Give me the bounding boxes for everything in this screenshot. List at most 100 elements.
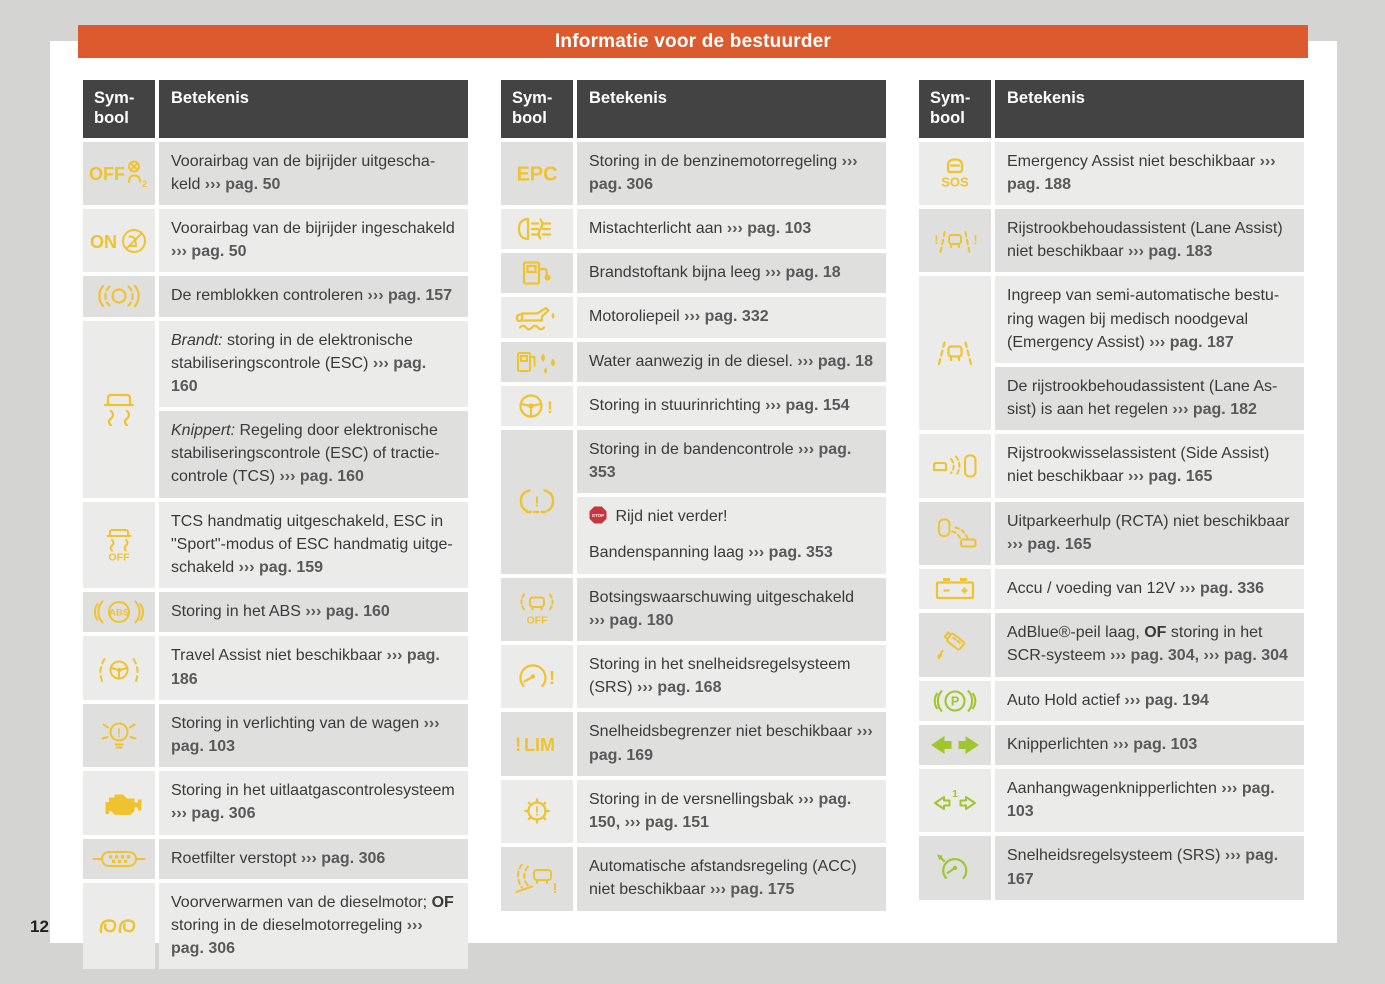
table-row: Water aanwezig in de diesel. ››› pag. 18 [501, 341, 886, 382]
text-italic: Knippert: [171, 422, 236, 440]
text-bold: OF [1144, 624, 1167, 642]
meaning-cell: AdBlue®-peil laag, OF storing in het SCR… [995, 613, 1304, 677]
meaning-cell: Snelheidsbegrenzer niet beschikbaar ››› … [577, 712, 886, 776]
rcta-icon [932, 518, 978, 548]
svg-text:1: 1 [952, 789, 958, 800]
airbag-on-icon: ON [90, 227, 148, 255]
meaning-cell: Rijstrookwisselassistent (Side Assist) n… [995, 434, 1304, 498]
svg-text:P: P [951, 694, 959, 708]
cruise-fault-icon: ! [515, 663, 559, 691]
water-in-fuel-icon [514, 348, 560, 376]
svg-text:OFF: OFF [527, 615, 549, 626]
text: Accu / voeding van 12V [1007, 580, 1180, 598]
steering-icon: ! [516, 393, 558, 419]
trailer-signals-icon: 1 [932, 788, 978, 814]
meaning-cell: Botsingswaarschuwing uitgeschakeld ››› p… [577, 577, 886, 642]
svg-text:2: 2 [142, 179, 147, 188]
auto-hold-icon: P [932, 688, 978, 714]
text: Mistachterlicht aan [589, 219, 727, 237]
symbol-cell [501, 253, 573, 294]
meaning-cell: Aanhangwagenknipperlichten ››› pag. 103 [995, 768, 1304, 833]
text-bold: OF [431, 893, 454, 911]
text: De remblokken controleren [171, 287, 368, 305]
symbol-cell: OFF 2 [83, 141, 155, 205]
text: Uitparkeerhulp (RCTA) niet beschikbaar [1007, 512, 1290, 530]
page-reference: ››› pag. 18 [797, 352, 873, 370]
text: Botsingswaarschuwing uitgeschakeld [589, 588, 855, 606]
symbol-cell [83, 276, 155, 317]
page-reference: ››› pag. 18 [765, 264, 841, 282]
page-reference: ››› pag. 306 [171, 805, 256, 823]
table-row: De remblokken controleren ››› pag. 157 [83, 276, 468, 317]
meaning-cell: Brandstoftank bijna leeg ››› pag. 18 [577, 253, 886, 294]
text: Knipperlichten [1007, 735, 1113, 753]
stop-icon: STOP [589, 505, 607, 528]
symbol-cell [919, 613, 991, 677]
text: Water aanwezig in de diesel. [589, 352, 798, 370]
meaning-cell: Storing in het uitlaatgascontrolesys­tee… [159, 771, 468, 835]
text: Auto Hold actief [1007, 691, 1125, 709]
meaning-cell: Knipperlichten ››› pag. 103 [995, 724, 1304, 765]
symbol-cell [501, 208, 573, 250]
text: Motoroliepeil [589, 308, 685, 326]
svg-text:!: ! [553, 880, 558, 894]
symbol-cell: ! [501, 429, 573, 574]
svg-text:!: ! [974, 233, 978, 247]
meaning-cell: Storing in het snelheidsregelsysteem (SR… [577, 645, 886, 709]
text: Rijd niet verder! [611, 508, 728, 526]
lim-icon: ! LIM [513, 731, 561, 757]
symbol-cell [919, 569, 991, 610]
page-reference: ››› pag. 175 [709, 881, 795, 899]
table-row: Roetfilter verstopt ››› pag. 306 [83, 838, 468, 879]
table-row: Travel Assist niet beschikbaar ››› pag. … [83, 636, 468, 700]
text: Voorverwarmen van de dieselmotor; [171, 893, 432, 911]
rear-fog-icon [516, 216, 558, 242]
table-row: ON Voorairbag van de bijrijder ingescha­k… [83, 208, 468, 273]
meaning-cell: Brandt: storing in de elektronische stab… [159, 320, 468, 408]
symbol-cell: ON [83, 208, 155, 273]
page-reference: ››› pag. 336 [1179, 580, 1265, 598]
collision-off-icon: OFF [515, 593, 559, 625]
meaning-cell: Storing in de bandencontrole ››› pag. 35… [577, 429, 886, 494]
text: Storing in het snelheidsregelsysteem (SR… [589, 656, 851, 697]
table-row: ABS Storing in het ABS ››› pag. 160 [83, 592, 468, 633]
svg-text:!: ! [535, 805, 539, 819]
meaning-cell: Motoroliepeil ››› pag. 332 [577, 297, 886, 338]
svg-text:!: ! [547, 398, 553, 417]
meaning-cell: De rijstrookbehoudassistent (Lane As­sis… [995, 366, 1304, 431]
symbol-cell [501, 341, 573, 382]
table-row: Ingreep van semi-automatische bestu­ring… [919, 276, 1304, 431]
svg-text:ABS: ABS [109, 608, 129, 619]
page-reference: ››› pag. 150, [589, 790, 852, 831]
table-row: OFF TCS handmatig uitgeschakeld, ESC in "… [83, 501, 468, 589]
symbol-cell [83, 636, 155, 700]
symbol-cell: SOS [919, 141, 991, 205]
light-fault-icon: ! [100, 720, 138, 750]
turn-signals-icon [929, 734, 981, 756]
page-reference: ››› pag. 306 [300, 849, 386, 867]
table-row: EPC Storing in de benzinemotorregeling ››… [501, 141, 886, 205]
page-reference: ››› pag. 154 [765, 396, 850, 414]
table-row: ! LIM Snelheidsbegrenzer niet beschikbaar … [501, 712, 886, 776]
sos-icon: SOS [935, 157, 975, 189]
column-header-symbol: Sym-bool [501, 80, 573, 138]
page-reference: ››› pag. 188 [1007, 152, 1276, 193]
text: Bandenspanning laag [589, 544, 749, 562]
page-reference: ››› pag. 103 [726, 219, 812, 237]
svg-text:STOP: STOP [592, 513, 604, 518]
symbol-cell [83, 838, 155, 879]
table-row: AdBlue®-peil laag, OF storing in het SCR… [919, 613, 1304, 677]
meaning-cell: Snelheidsregelsysteem (SRS) ››› pag. 167 [995, 836, 1304, 900]
text: Ingreep van semi-automatische bestu­ring… [1007, 287, 1280, 351]
meaning-cell: Voorairbag van de bijrijder ingescha­kel… [159, 208, 468, 273]
text: AdBlue®-peil laag, [1007, 624, 1145, 642]
page-reference: ››› pag. 194 [1124, 691, 1209, 709]
symbol-cell [919, 276, 991, 431]
column-header-meaning: Betekenis [577, 80, 886, 138]
symbol-cell: ! [501, 847, 573, 911]
text: Emergency Assist niet beschikbaar [1007, 152, 1260, 170]
meaning-cell: Storing in verlichting van de wagen ››› … [159, 703, 468, 768]
meaning-cell: Voorairbag van de bijrijder uitgescha­ke… [159, 141, 468, 205]
lane-warn-icon: !! [931, 228, 979, 254]
page-reference: ››› pag. 168 [637, 679, 722, 697]
